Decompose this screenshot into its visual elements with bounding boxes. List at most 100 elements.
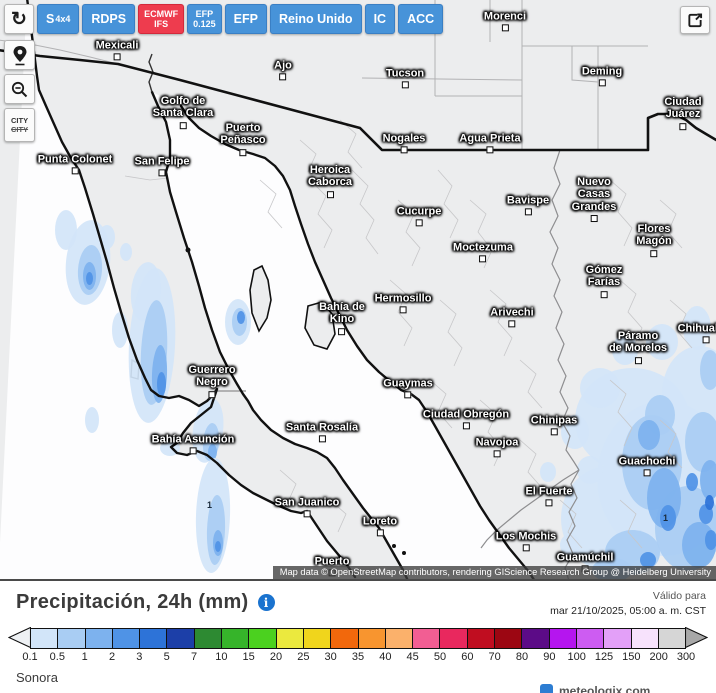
scale-segment [576, 629, 605, 648]
model-buttons: S 4x4 RDPS ECMWF IFS EFP 0.125 EFP Reino Unido… [37, 4, 444, 34]
baja-east-coast [150, 90, 409, 579]
zoom-out-button[interactable] [4, 74, 36, 104]
scale-tick-label: 200 [649, 651, 668, 663]
precip-blob [561, 415, 589, 449]
pacific-ocean [0, 0, 356, 579]
map-city-label: Chihuahua [678, 322, 716, 344]
scale-right-cap [685, 627, 708, 648]
region-label: Sonora [16, 670, 58, 685]
share-button[interactable] [680, 6, 710, 34]
map-city-label: Loreto [363, 515, 397, 537]
scale-segment [167, 629, 195, 648]
precipitation-layer [55, 210, 716, 579]
scale-tick-label: 40 [379, 651, 392, 663]
precip-blob [85, 407, 99, 433]
city-marker-icon [399, 306, 407, 314]
scale-tick-label: 25 [297, 651, 310, 663]
city-marker-icon [376, 529, 384, 537]
model-button-reino-unido[interactable]: Reino Unido [269, 4, 362, 34]
scale-segment [440, 629, 468, 648]
scale-segment [222, 629, 250, 648]
scale-segment [58, 629, 86, 648]
scale-tick-label: 100 [567, 651, 586, 663]
map-city-label: Morenci [484, 10, 526, 32]
model-button-ecmwf-ifs[interactable]: ECMWF IFS [138, 4, 185, 34]
precip-blob [700, 350, 716, 390]
city-marker-icon [522, 544, 530, 552]
weather-map[interactable]: Mexicali Morenci Ajo Tucson Deming Ciudad Juá… [0, 0, 716, 581]
scale-segment [549, 629, 577, 648]
city-marker-icon [600, 290, 608, 298]
map-city-label: Gómez Farías [586, 264, 622, 298]
scale-segment [140, 629, 168, 648]
mainland-coast [179, 104, 535, 579]
precip-blob [646, 324, 678, 360]
model-button-ic[interactable]: IC [364, 4, 396, 34]
model-button-rdps[interactable]: RDPS [82, 4, 136, 34]
contour-value-label: 1 [207, 500, 213, 510]
map-city-label: Navojoa [476, 436, 518, 458]
precip-blob [705, 530, 716, 550]
scale-labels: 0.1 0.5 1 2 3 5 7 10 15 20 25 30 35 40 45 50 60 70 80 90 100… [8, 651, 708, 666]
city-marker-icon [650, 249, 658, 257]
model-button-acc[interactable]: ACC [398, 4, 444, 34]
city-marker-icon [279, 73, 287, 81]
precip-blob [156, 372, 166, 396]
islet [402, 551, 406, 555]
valid-time: Válido para mar 21/10/2025, 05:00 a. m. … [550, 589, 706, 618]
scale-segment [194, 629, 223, 648]
refresh-button[interactable]: ↻ [4, 4, 34, 34]
map-city-label: Bahía de Kino [319, 301, 365, 335]
scale-tick-label: 30 [324, 651, 337, 663]
map-city-label: Mexicali [96, 39, 138, 61]
city-marker-icon [524, 208, 532, 216]
map-city-label: Bahía Asunción [152, 433, 234, 455]
scale-tick-label: 125 [594, 651, 614, 663]
model-button-s4x4[interactable]: S 4x4 [37, 4, 80, 34]
legend-panel: Precipitación, 24h (mm) i Válido para ma… [0, 583, 716, 693]
city-marker-icon [486, 146, 494, 154]
map-city-label: Agua Prieta [459, 132, 521, 154]
map-city-label: Flores Magón [636, 223, 672, 257]
scale-tick-label: 45 [406, 651, 419, 663]
scale-tick-label: 7 [190, 651, 198, 663]
city-marker-icon [404, 391, 412, 399]
scale-tick-label: 5 [163, 651, 170, 663]
city-marker-icon [208, 390, 216, 398]
city-marker-icon [590, 214, 598, 222]
precip-blob [207, 444, 217, 460]
city-marker-icon [598, 79, 606, 87]
scale-segment [85, 629, 113, 648]
brand-row: meteologix.com [540, 684, 650, 693]
city-marker-icon [189, 447, 197, 455]
city-marker-icon [462, 422, 470, 430]
map-city-label: Arivechi [490, 306, 534, 328]
city-marker-icon [401, 81, 409, 89]
map-city-label: San Felipe [134, 155, 190, 177]
info-icon[interactable]: i [257, 594, 275, 611]
map-city-label: Ajo [274, 59, 292, 81]
brand-text: meteologix.com [559, 684, 651, 693]
scale-tick-label: 300 [676, 651, 696, 663]
city-marker-icon [545, 499, 553, 507]
city-labels-toggle[interactable]: CITY CITY [4, 108, 36, 142]
map-city-label: Nuevo Casas Grandes [572, 176, 616, 222]
scale-tick-label: 70 [488, 651, 501, 663]
precip-blob [700, 460, 716, 500]
map-city-label: Chinipas [531, 414, 577, 436]
model-button-efp-0-125[interactable]: EFP 0.125 [187, 4, 222, 34]
map-attribution: Map data © OpenStreetMap contributors, r… [272, 566, 716, 579]
map-city-label: Guachochi [619, 455, 675, 477]
scale-segment [331, 629, 359, 648]
scale-segment [276, 629, 304, 648]
precip-blob [99, 225, 115, 249]
locate-button[interactable] [4, 40, 36, 70]
scale-tick-label: 3 [136, 651, 143, 663]
scale-tick-label: 15 [242, 651, 255, 663]
map-city-label: Deming [582, 65, 622, 87]
city-marker-icon [634, 356, 642, 364]
precip-blob [237, 310, 245, 324]
model-button-efp[interactable]: EFP [224, 4, 267, 34]
scale-tick-label: 10 [215, 651, 228, 663]
map-city-label: Ciudad Juárez [664, 96, 702, 130]
